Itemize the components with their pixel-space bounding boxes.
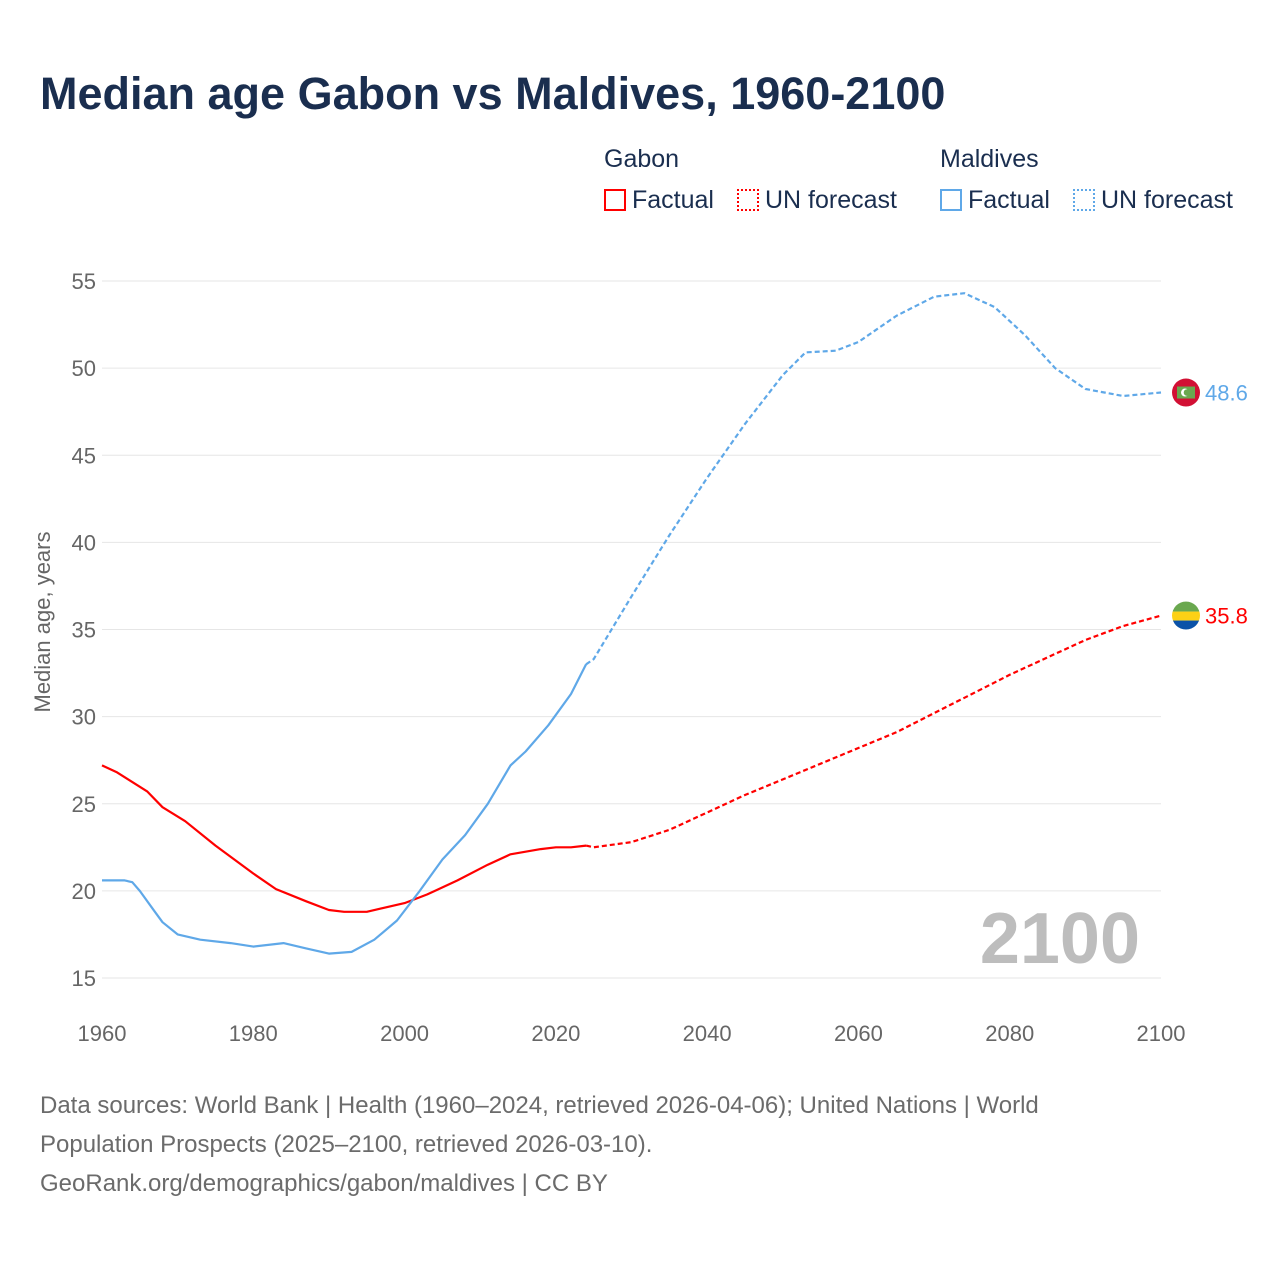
- year-watermark: 2100: [980, 899, 1140, 979]
- legend-label: UN forecast: [765, 186, 897, 214]
- x-tick-label: 1960: [78, 1021, 127, 1046]
- gabon-end-value: 35.8: [1205, 604, 1248, 629]
- x-tick-label: 2100: [1137, 1021, 1186, 1046]
- legend-gabon-forecast[interactable]: UN forecast: [737, 186, 897, 215]
- chart-title: Median age Gabon vs Maldives, 1960-2100: [40, 68, 946, 119]
- source-line: Population Prospects (2025–2100, retriev…: [40, 1131, 653, 1158]
- y-tick-label: 20: [72, 879, 96, 904]
- gabon-forecast-line: [585, 614, 1162, 849]
- dotted-swatch-icon: [737, 189, 759, 211]
- y-tick-label: 40: [72, 530, 96, 555]
- x-tick-label: 2000: [380, 1021, 429, 1046]
- y-tick-label: 55: [72, 269, 96, 294]
- legend-label: Factual: [968, 186, 1050, 214]
- x-tick-label: 1980: [229, 1021, 278, 1046]
- gabon-factual-line: [101, 764, 587, 913]
- source-note: Data sources: World Bank | Health (1960–…: [40, 1086, 1190, 1203]
- legend-label: UN forecast: [1101, 186, 1233, 214]
- x-tick-label: 2080: [985, 1021, 1034, 1046]
- x-tick-label: 2020: [531, 1021, 580, 1046]
- maldives-end-value: 48.6: [1205, 381, 1248, 406]
- maldives-forecast-line: [585, 292, 1162, 666]
- dotted-swatch-icon: [1073, 189, 1095, 211]
- legend-group-maldives: Maldives: [940, 145, 1039, 173]
- legend-group-gabon: Gabon: [604, 145, 680, 173]
- maldives-factual-line: [102, 663, 588, 955]
- x-tick-label: 2040: [683, 1021, 732, 1046]
- y-tick-label: 35: [72, 618, 96, 643]
- y-tick-label: 30: [72, 705, 96, 730]
- y-axis-label: Median age, years: [30, 532, 55, 713]
- legend-label: Factual: [632, 186, 714, 214]
- y-tick-label: 15: [72, 966, 96, 991]
- maldives-flag-icon: [1172, 378, 1200, 407]
- gabon-flag-icon: [1172, 601, 1200, 630]
- legend-maldives-factual[interactable]: Factual: [940, 186, 1050, 215]
- source-line: Data sources: World Bank | Health (1960–…: [40, 1092, 1039, 1119]
- source-link[interactable]: GeoRank.org/demographics/gabon/maldives …: [40, 1170, 608, 1197]
- y-tick-label: 25: [72, 792, 96, 817]
- y-tick-label: 50: [72, 356, 96, 381]
- solid-swatch-icon: [604, 189, 626, 211]
- legend-gabon-factual[interactable]: Factual: [604, 186, 714, 215]
- legend-maldives-forecast[interactable]: UN forecast: [1073, 186, 1233, 215]
- y-tick-label: 45: [72, 443, 96, 468]
- x-tick-label: 2060: [834, 1021, 883, 1046]
- solid-swatch-icon: [940, 189, 962, 211]
